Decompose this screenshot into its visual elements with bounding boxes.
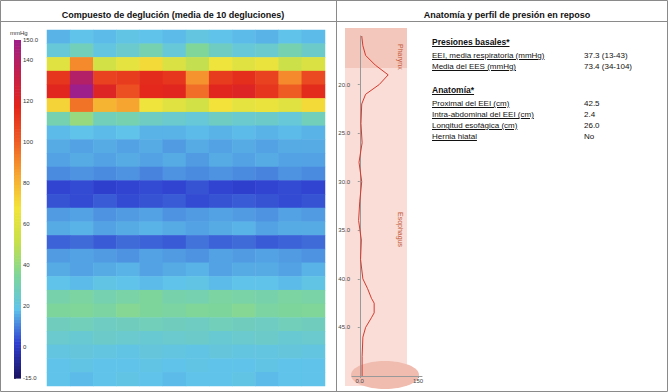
html-text:Anatomía*: Anatomía* [432, 85, 474, 95]
svg-text:40.0: 40.0 [338, 276, 350, 282]
svg-text:-15.0: -15.0 [23, 375, 37, 381]
svg-text:150.0: 150.0 [23, 37, 39, 43]
html-text:Presiones basales*: Presiones basales* [432, 37, 510, 47]
svg-text:20: 20 [23, 303, 30, 309]
svg-text:0: 0 [23, 344, 27, 350]
svg-text:150: 150 [413, 378, 424, 384]
svg-text:140: 140 [23, 57, 34, 63]
html-text:2.4: 2.4 [584, 110, 596, 119]
html-text:EEI, media respiratoria (mmHg): EEI, media respiratoria (mmHg) [432, 51, 545, 60]
html-text:Hernia hiatal: Hernia hiatal [432, 132, 477, 141]
html-text:Media del EES (mmHg): Media del EES (mmHg) [432, 62, 516, 71]
svg-text:80: 80 [23, 180, 30, 186]
svg-text:100: 100 [23, 139, 34, 145]
svg-text:Esophagus: Esophagus [396, 212, 404, 248]
html-text:26.0: 26.0 [584, 121, 600, 130]
html-text:42.5: 42.5 [584, 99, 600, 108]
svg-text:25.0: 25.0 [338, 130, 350, 136]
html-text:Longitud esofágica (cm): Longitud esofágica (cm) [432, 121, 518, 130]
svg-text:20.0: 20.0 [338, 82, 350, 88]
svg-text:40: 40 [23, 262, 30, 268]
svg-text:120: 120 [23, 98, 34, 104]
svg-text:60: 60 [23, 221, 30, 227]
html-text:73.4 (34-104): 73.4 (34-104) [584, 62, 632, 71]
svg-text:0.0: 0.0 [356, 378, 365, 384]
svg-text:30.0: 30.0 [338, 179, 350, 185]
svg-text:35.0: 35.0 [338, 227, 350, 233]
html-text:Intra-abdominal del EEI (cm): Intra-abdominal del EEI (cm) [432, 110, 534, 119]
html-text:37.3 (13-43): 37.3 (13-43) [584, 51, 628, 60]
svg-text:Pharynx: Pharynx [396, 44, 404, 70]
html-text:Proximal del EEI (cm): Proximal del EEI (cm) [432, 99, 510, 108]
svg-text:45.0: 45.0 [338, 324, 350, 330]
svg-text:mmHg: mmHg [10, 30, 28, 36]
svg-text:Anatomía y perfil de presión e: Anatomía y perfil de presión en reposo [424, 10, 591, 20]
html-text:No: No [584, 132, 595, 141]
svg-text:Compuesto de deglución (media: Compuesto de deglución (media de 10 degl… [62, 10, 285, 20]
